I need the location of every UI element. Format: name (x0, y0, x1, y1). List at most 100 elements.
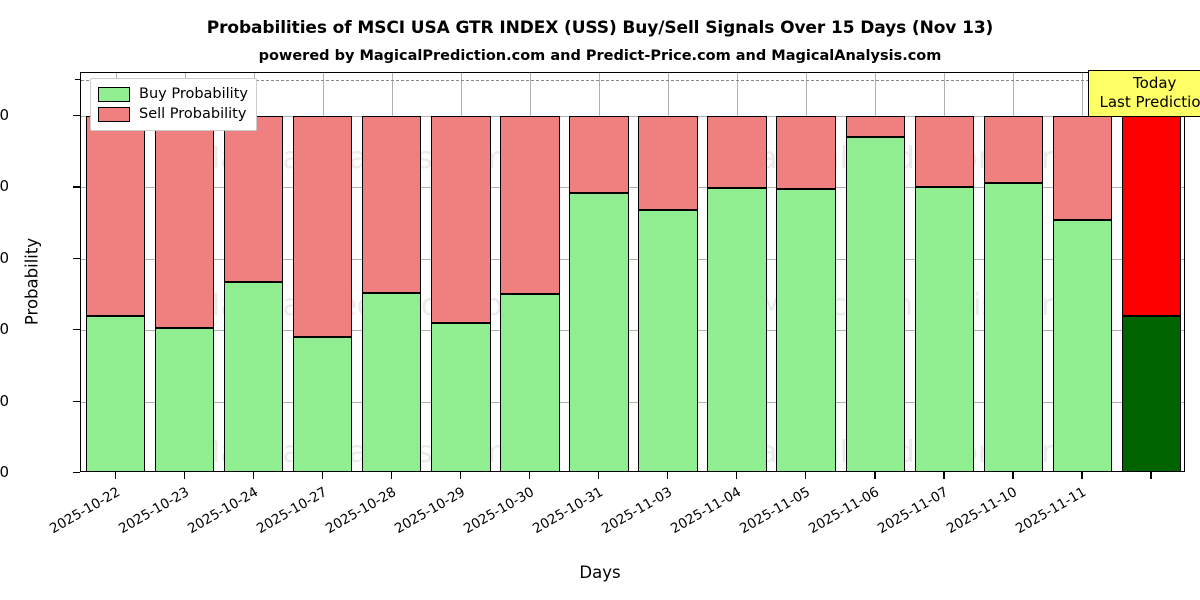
gridline-horizontal (81, 115, 1184, 117)
bar-segment-sell[interactable] (1052, 115, 1113, 221)
y-tick-mark (73, 114, 80, 117)
legend-swatch-buy (98, 86, 130, 102)
bar-segment-sell[interactable] (776, 115, 836, 190)
gridline-horizontal (81, 258, 1184, 260)
y-tick-label: 100 (0, 105, 9, 124)
y-tick-label: 0 (0, 463, 9, 481)
x-tick-mark (528, 472, 531, 479)
legend-label-buy: Buy Probability (139, 85, 248, 102)
x-tick-mark (874, 472, 876, 479)
legend-item-buy: Buy Probability (98, 84, 248, 104)
bar-segment-sell[interactable] (293, 115, 353, 338)
y-tick-label: 60 (0, 248, 9, 267)
bar-segment-buy[interactable] (707, 188, 767, 471)
bar-stack[interactable] (431, 73, 491, 471)
gridline-horizontal (81, 330, 1184, 332)
legend-item-sell: Sell Probability (98, 104, 248, 124)
y-tick-mark (73, 186, 80, 188)
bar-segment-sell[interactable] (914, 115, 974, 187)
bar-stack[interactable] (569, 73, 629, 471)
bar-stack[interactable] (914, 73, 974, 471)
bar-stack[interactable] (707, 73, 767, 471)
x-tick-mark (805, 472, 807, 479)
bar-segment-sell[interactable] (85, 115, 146, 316)
bar-stack[interactable] (223, 73, 284, 471)
bar-segment-buy[interactable] (293, 337, 353, 471)
plot-clip: MagicalAnalysis.comMagicalPrediction.com… (81, 73, 1184, 471)
y-tick-label: 40 (0, 320, 9, 339)
bar-segment-sell[interactable] (638, 115, 698, 211)
chart-legend: Buy Probability Sell Probability (90, 78, 257, 131)
bar-segment-buy[interactable] (1052, 220, 1113, 471)
x-tick-mark (1081, 472, 1083, 479)
bar-segment-buy[interactable] (85, 315, 146, 471)
bar-stack[interactable] (85, 73, 146, 471)
x-axis-label: Days (579, 563, 621, 582)
bar-segment-sell[interactable] (845, 115, 905, 138)
y-tick-mark-reference (75, 79, 80, 81)
x-tick-mark (252, 472, 254, 479)
bar-segment-buy[interactable] (431, 322, 491, 471)
y-tick-label: 20 (0, 391, 9, 410)
legend-label-sell: Sell Probability (139, 105, 247, 122)
gridline-horizontal (81, 187, 1184, 189)
bar-segment-sell[interactable] (569, 115, 629, 193)
bar-stack[interactable] (845, 73, 905, 471)
x-tick-mark (321, 472, 324, 479)
x-tick-mark (736, 472, 738, 479)
bar-segment-sell[interactable] (431, 115, 491, 323)
bar-segment-sell[interactable] (362, 115, 422, 293)
bar-stack[interactable] (638, 73, 698, 471)
reference-line (81, 80, 1184, 82)
bar-stack[interactable] (776, 73, 836, 471)
y-tick-mark (73, 329, 80, 331)
y-axis-label: Probability (22, 237, 42, 326)
x-tick-mark (183, 472, 185, 479)
bar-today[interactable] (1121, 73, 1182, 471)
bar-segment-sell[interactable] (500, 115, 560, 295)
bar-segment-sell[interactable] (1121, 115, 1182, 316)
x-tick-mark (943, 472, 945, 479)
y-tick-label: 80 (0, 177, 9, 196)
bar-segment-sell[interactable] (983, 115, 1044, 183)
x-tick-mark (667, 472, 669, 479)
bar-segment-buy[interactable] (362, 293, 422, 471)
x-tick-mark (1012, 472, 1014, 479)
bar-segment-buy[interactable] (1121, 315, 1182, 471)
bar-segment-buy[interactable] (569, 193, 629, 471)
bar-segment-buy[interactable] (776, 189, 836, 471)
bar-stack[interactable] (1052, 73, 1113, 471)
y-tick-mark (73, 257, 80, 259)
bar-stack[interactable] (983, 73, 1044, 471)
bar-segment-buy[interactable] (500, 294, 560, 471)
y-tick-mark (73, 400, 80, 402)
today-annotation-line2: Last Prediction (1099, 93, 1200, 111)
chart-title: Probabilities of MSCI USA GTR INDEX (USS… (206, 18, 994, 38)
gridline-horizontal (81, 401, 1184, 403)
x-tick-mark (114, 472, 116, 479)
today-annotation-line1: Today (1133, 74, 1177, 92)
bar-segment-buy[interactable] (983, 183, 1044, 471)
x-tick-mark (597, 472, 600, 479)
bar-segment-sell[interactable] (707, 115, 767, 188)
bar-stack[interactable] (154, 73, 215, 471)
bar-segment-buy[interactable] (638, 210, 698, 471)
x-tick-mark (390, 472, 393, 479)
bar-stack[interactable] (500, 73, 560, 471)
bar-stack[interactable] (293, 73, 353, 471)
bar-segment-sell[interactable] (223, 115, 284, 282)
bar-segment-buy[interactable] (154, 328, 215, 471)
bar-segment-buy[interactable] (845, 137, 905, 471)
bar-segment-buy[interactable] (223, 281, 284, 471)
x-tick-mark (459, 472, 462, 479)
bar-stack[interactable] (362, 73, 422, 471)
bar-segment-buy[interactable] (914, 186, 974, 471)
y-tick-mark (73, 472, 80, 474)
bar-segment-sell[interactable] (154, 115, 215, 329)
x-tick-mark (1150, 472, 1152, 479)
plot-area: MagicalAnalysis.comMagicalPrediction.com… (80, 70, 1200, 472)
today-annotation: Today Last Prediction (1088, 70, 1200, 117)
legend-swatch-sell (98, 106, 130, 122)
chart-subtitle: powered by MagicalPrediction.com and Pre… (258, 48, 942, 64)
